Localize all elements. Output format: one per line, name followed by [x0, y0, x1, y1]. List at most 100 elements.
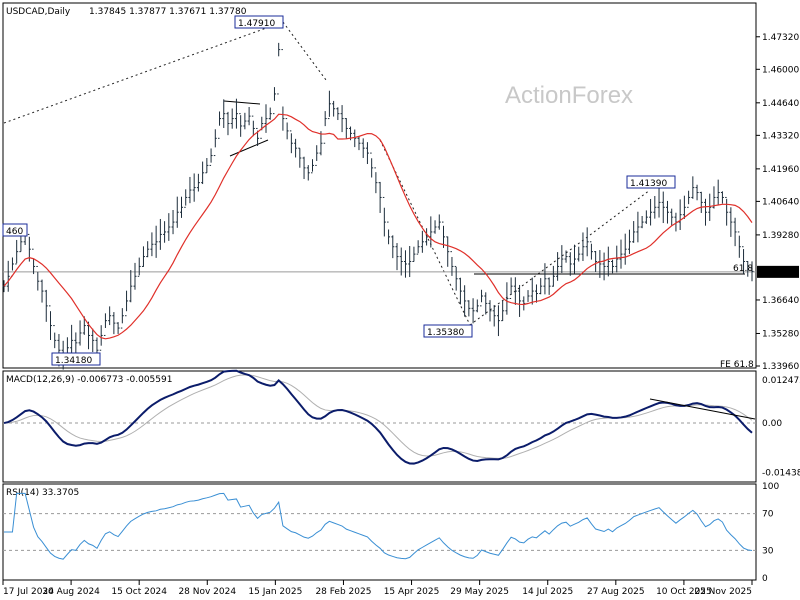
price-bar — [192, 173, 196, 202]
y-axis: 1.47320 1.46000 1.44640 1.43320 1.41960 1.406… — [756, 33, 800, 584]
current-price-label: 1.37780 — [760, 269, 797, 279]
price-bar — [179, 196, 183, 218]
price-bar — [184, 189, 188, 208]
price-bar — [522, 296, 526, 311]
price-bar — [492, 304, 496, 327]
price-bar — [120, 308, 124, 329]
price-bar — [357, 136, 361, 151]
rsi-y-tick-label: 70 — [762, 510, 774, 520]
price-bar — [289, 130, 293, 154]
price-bar — [175, 196, 179, 228]
price-bar — [137, 257, 141, 277]
price-bar — [365, 142, 369, 165]
price-bar — [606, 246, 610, 277]
price-bar — [412, 246, 416, 263]
price-bar — [302, 156, 306, 180]
macd-title: MACD(12,26,9) -0.006773 -0.005591 — [6, 375, 172, 385]
ohlc-label: 1.37845 1.37877 1.37671 1.37780 — [89, 7, 247, 17]
y-tick-label: 1.40640 — [762, 197, 799, 207]
pattern-line — [223, 100, 261, 105]
watermark: ActionForex — [505, 82, 633, 109]
price-bar — [463, 285, 467, 317]
price-bar — [640, 216, 644, 229]
price-bar — [450, 251, 454, 276]
price-bar — [649, 198, 653, 226]
price-bar — [36, 265, 40, 291]
price-bar — [657, 187, 661, 218]
price-bar — [158, 218, 162, 250]
price-bar — [150, 232, 154, 257]
price-bar — [737, 231, 741, 258]
price-annotation-label: 1.47910 — [238, 19, 275, 29]
price-bar — [475, 299, 479, 313]
price-bar — [691, 176, 695, 199]
price-bar — [310, 159, 314, 174]
price-bar — [306, 165, 310, 181]
price-bar — [733, 217, 737, 247]
price-bar — [399, 247, 403, 276]
price-bar — [99, 325, 103, 351]
price-bar — [429, 216, 433, 248]
price-annotation: 1.41390 — [626, 175, 676, 189]
y-tick-label: 1.39280 — [762, 231, 799, 241]
price-bar — [742, 246, 746, 274]
macd-layer — [3, 369, 756, 465]
price-bar — [209, 148, 213, 166]
price-bar — [670, 208, 674, 226]
price-bar — [391, 235, 395, 259]
price-bar — [108, 306, 112, 326]
price-bar — [48, 305, 52, 340]
y-tick-label: 1.44640 — [762, 99, 799, 109]
price-bar — [268, 107, 272, 120]
price-bar — [239, 113, 243, 137]
price-bar — [15, 239, 19, 265]
y-tick-label: 1.46000 — [762, 65, 799, 75]
y-tick-label: 1.41960 — [762, 165, 799, 175]
price-bar — [116, 322, 120, 334]
x-tick-label: 28 Nov 2024 — [178, 587, 236, 597]
price-bar — [699, 191, 703, 213]
price-bar — [526, 290, 530, 304]
y-tick-label: 1.36640 — [762, 296, 799, 306]
rsi-y-tick-label: 30 — [762, 546, 774, 556]
pattern-line — [229, 139, 269, 157]
macd-y-tick-label: 0.012472 — [762, 376, 800, 386]
price-bar — [712, 186, 716, 209]
price-bar — [615, 245, 619, 273]
price-bar — [556, 252, 560, 281]
symbol-label: USDCAD,Daily — [6, 7, 71, 17]
price-bar — [395, 243, 399, 271]
price-bar — [332, 100, 336, 117]
price-bar — [256, 127, 260, 146]
price-annotation-label: 1.41390 — [630, 179, 667, 189]
price-bar — [201, 161, 205, 185]
price-bar — [720, 191, 724, 204]
fib-level-label: 61.8 — [733, 264, 753, 274]
fib-guide-line — [379, 139, 471, 326]
price-bar — [167, 213, 171, 241]
price-bar — [247, 107, 251, 126]
price-annotation-label: 1.34180 — [55, 356, 92, 366]
macd-panel — [2, 370, 757, 483]
price-bar — [323, 111, 327, 144]
y-tick-label: 1.47320 — [762, 33, 799, 43]
fib-guide-line — [3, 21, 284, 124]
price-bar — [319, 131, 323, 156]
price-bar — [619, 239, 623, 269]
price-bar — [534, 284, 538, 303]
price-bar — [340, 105, 344, 133]
rsi-y-tick-label: 0 — [762, 574, 768, 584]
price-bar — [581, 232, 585, 262]
price-bar — [277, 42, 281, 95]
price-bar — [91, 328, 95, 353]
price-bar — [205, 158, 209, 174]
price-bar — [44, 289, 48, 322]
current-price-tag: 1.37780 — [757, 265, 799, 279]
x-tick-label: 15 Jan 2025 — [248, 587, 302, 597]
price-bar — [573, 244, 577, 274]
price-bar — [425, 228, 429, 246]
price-bar — [509, 277, 513, 299]
price-bar — [704, 198, 708, 226]
price-bar — [729, 207, 733, 237]
price-bar — [501, 300, 505, 322]
